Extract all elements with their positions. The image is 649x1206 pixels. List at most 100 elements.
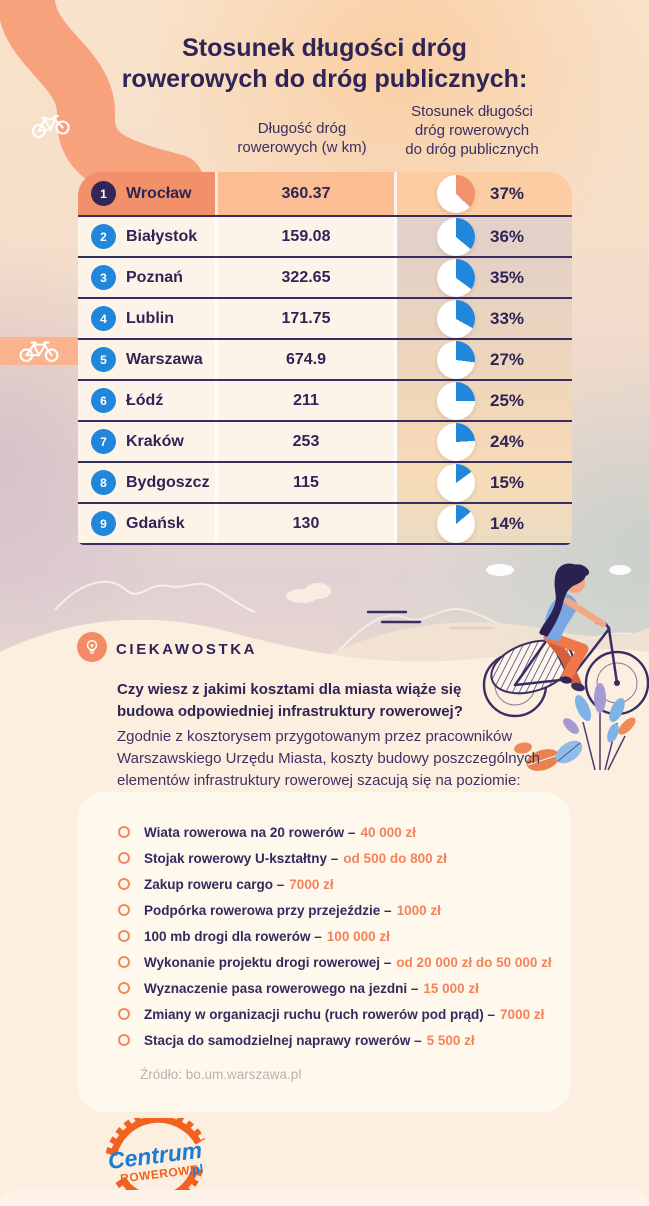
pie-chart	[437, 340, 475, 379]
table-row: 1 Wrocław 360.37 37%	[78, 172, 572, 217]
bullet-icon	[118, 1034, 130, 1046]
city-cell: 8 Bydgoszcz	[78, 463, 218, 502]
length-cell: 130	[218, 504, 397, 543]
bullet-icon	[118, 982, 130, 994]
city-ranking-table: 1 Wrocław 360.37 37% 2 Białystok 159.08 …	[78, 172, 572, 545]
rank-badge: 4	[91, 306, 116, 331]
costs-card: Wiata rowerowa na 20 rowerów – 40 000 zł…	[78, 792, 570, 1112]
plants-illustration	[514, 683, 636, 771]
city-name: Gdańsk	[126, 514, 185, 532]
rank-badge: 8	[91, 470, 116, 495]
ratio-value: 35%	[490, 267, 525, 287]
cloud-icon	[286, 583, 331, 603]
ratio-cell: 15%	[397, 463, 572, 502]
pie-chart	[437, 174, 475, 213]
city-name: Bydgoszcz	[126, 473, 210, 491]
ratio-value: 27%	[490, 349, 525, 369]
cost-price: 100 000 zł	[326, 928, 390, 944]
bike-lane-band	[0, 337, 78, 365]
cost-label: 100 mb drogi dla rowerów –	[144, 928, 322, 944]
cost-label: Wykonanie projektu drogi rowerowej –	[144, 954, 392, 970]
table-row: 5 Warszawa 674.9 27%	[78, 340, 572, 381]
table-row: 7 Kraków 253 24%	[78, 422, 572, 463]
ratio-column-background	[397, 172, 572, 545]
pie-chart	[437, 217, 475, 256]
city-cell: 6 Łódź	[78, 381, 218, 420]
length-cell: 115	[218, 463, 397, 502]
fact-question: Czy wiesz z jakimi kosztami dla miasta w…	[117, 681, 463, 721]
city-cell: 3 Poznań	[78, 258, 218, 297]
bike-road-graphic	[0, 0, 204, 212]
cost-label: Wiata rowerowa na 20 rowerów –	[144, 824, 356, 840]
cost-item: Wiata rowerowa na 20 rowerów – 40 000 zł	[118, 819, 570, 845]
city-name: Poznań	[126, 268, 183, 286]
bullet-icon	[118, 904, 130, 916]
cost-item: Podpórka rowerowa przy przejeździe – 100…	[118, 897, 570, 923]
ratio-value: 15%	[490, 472, 525, 492]
length-cell: 360.37	[218, 172, 397, 215]
cost-price: 1000 zł	[396, 902, 441, 918]
city-cell: 1 Wrocław	[78, 172, 218, 215]
cost-label: Zakup roweru cargo –	[144, 876, 285, 892]
ratio-value: 33%	[490, 308, 525, 328]
cost-item: Wykonanie projektu drogi rowerowej – od …	[118, 949, 570, 975]
page-title: Stosunek długości dróg rowerowych do dró…	[121, 34, 528, 93]
city-name: Lublin	[126, 309, 174, 327]
ratio-cell: 27%	[397, 340, 572, 379]
city-cell: 5 Warszawa	[78, 340, 218, 379]
pie-chart	[437, 504, 475, 543]
pie-chart	[437, 422, 475, 461]
ratio-value: 36%	[490, 226, 525, 246]
rank-badge: 3	[91, 265, 116, 290]
rank-badge: 9	[91, 511, 116, 536]
ratio-value: 24%	[490, 431, 525, 451]
table-row: 9 Gdańsk 130 14%	[78, 504, 572, 545]
bullet-icon	[118, 852, 130, 864]
cost-price: 7000 zł	[500, 1006, 545, 1022]
cost-price: 15 000 zł	[423, 980, 479, 996]
centrum-rowerowe-logo: Centrum ROWEROWE .pl	[105, 1118, 206, 1192]
rank-badge: 6	[91, 388, 116, 413]
length-cell: 253	[218, 422, 397, 461]
ratio-cell: 36%	[397, 217, 572, 256]
cost-price: od 500 do 800 zł	[343, 850, 447, 866]
city-cell: 4 Lublin	[78, 299, 218, 338]
city-name: Wrocław	[126, 184, 192, 202]
rank-badge: 1	[91, 181, 116, 206]
bottom-strip	[0, 1190, 649, 1206]
pie-chart	[437, 299, 475, 338]
city-name: Łódź	[126, 391, 164, 409]
bullet-icon	[118, 878, 130, 890]
city-name: Warszawa	[126, 350, 203, 368]
cost-label: Podpórka rowerowa przy przejeździe –	[144, 902, 392, 918]
column-header-length: Długość dróg rowerowych (w km)	[237, 120, 367, 156]
cost-label: Stojak rowerowy U-kształtny –	[144, 850, 339, 866]
cost-item: Stojak rowerowy U-kształtny – od 500 do …	[118, 845, 570, 871]
bullet-icon	[118, 956, 130, 968]
ratio-cell: 24%	[397, 422, 572, 461]
city-name: Kraków	[126, 432, 184, 450]
rank-badge: 2	[91, 224, 116, 249]
table-row: 6 Łódź 211 25%	[78, 381, 572, 422]
cost-label: Stacja do samodzielnej naprawy rowerów –	[144, 1032, 422, 1048]
bullet-icon	[118, 826, 130, 838]
pie-chart	[437, 463, 475, 502]
length-cell: 159.08	[218, 217, 397, 256]
table-row: 3 Poznań 322.65 35%	[78, 258, 572, 299]
city-cell: 9 Gdańsk	[78, 504, 218, 543]
city-cell: 2 Białystok	[78, 217, 218, 256]
rank-badge: 7	[91, 429, 116, 454]
lightbulb-icon	[77, 632, 107, 662]
bullet-icon	[118, 930, 130, 942]
ratio-value: 25%	[490, 390, 525, 410]
bullet-icon	[118, 1008, 130, 1020]
cost-item: Zmiany w organizacji ruchu (ruch rowerów…	[118, 1001, 570, 1027]
length-cell: 674.9	[218, 340, 397, 379]
ratio-value: 37%	[490, 183, 525, 203]
ratio-cell: 25%	[397, 381, 572, 420]
cost-item: 100 mb drogi dla rowerów – 100 000 zł	[118, 923, 570, 949]
length-cell: 211	[218, 381, 397, 420]
length-cell: 171.75	[218, 299, 397, 338]
ratio-value: 14%	[490, 513, 525, 533]
